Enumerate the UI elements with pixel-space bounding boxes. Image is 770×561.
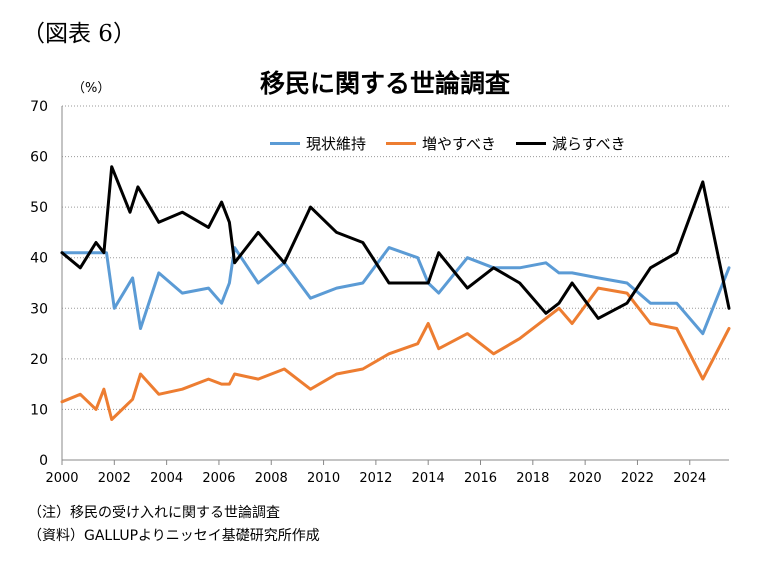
x-tick-label: 2022: [621, 471, 654, 486]
x-tick-label: 2010: [307, 471, 340, 486]
legend-label-increase: 増やすべき: [422, 135, 496, 153]
y-tick-label: 70: [30, 99, 48, 115]
chart-legend: 現状維持 増やすべき 減らすべき: [270, 133, 626, 154]
legend-item-increase: 増やすべき: [386, 133, 496, 154]
x-axis-ticks: 2000 2002 2004 2006 2008 2010 2012 2014 2016 2018…: [45, 460, 706, 486]
y-tick-label: 50: [30, 200, 48, 216]
x-tick-label: 2018: [516, 471, 549, 486]
x-tick-label: 2012: [359, 471, 392, 486]
series-lines: [60, 165, 731, 421]
x-tick-label: 2000: [45, 471, 78, 486]
grid-lines: [62, 105, 729, 410]
series-line-maintain: [60, 246, 731, 336]
x-tick-label: 2016: [464, 471, 497, 486]
legend-swatch-maintain: [270, 142, 300, 145]
x-tick-label: 2004: [150, 471, 183, 486]
y-axis-ticks: 0 10 20 30 40 50 60 70: [30, 99, 48, 469]
legend-item-decrease: 減らすべき: [515, 133, 626, 154]
y-tick-label: 10: [30, 402, 48, 418]
y-tick-label: 60: [30, 150, 48, 166]
y-tick-label: 0: [39, 453, 48, 469]
x-tick-label: 2002: [98, 471, 131, 486]
legend-swatch-decrease: [515, 142, 546, 145]
x-tick-label: 2006: [202, 471, 235, 486]
legend-swatch-increase: [386, 142, 417, 145]
x-tick-label: 2014: [412, 471, 445, 486]
chart-title: 移民に関する世論調査: [259, 69, 510, 98]
series-line-decrease: [60, 165, 731, 320]
y-tick-label: 20: [30, 352, 48, 368]
y-tick-label: 30: [30, 301, 48, 317]
legend-label-maintain: 現状維持: [306, 135, 367, 153]
legend-label-decrease: 減らすべき: [551, 135, 626, 153]
y-axis-unit-label: （%）: [72, 81, 111, 96]
legend-item-maintain: 現状維持: [270, 133, 366, 154]
x-tick-label: 2024: [673, 471, 706, 486]
x-tick-label: 2020: [569, 471, 602, 486]
series-line-increase: [60, 286, 731, 421]
figure-label: （図表 6）: [22, 21, 136, 47]
chart-source: （資料）GALLUPよりニッセイ基礎研究所作成: [28, 528, 320, 544]
y-tick-label: 40: [30, 251, 48, 267]
chart-note: （注）移民の受け入れに関する世論調査: [28, 505, 280, 521]
x-tick-label: 2008: [255, 471, 288, 486]
